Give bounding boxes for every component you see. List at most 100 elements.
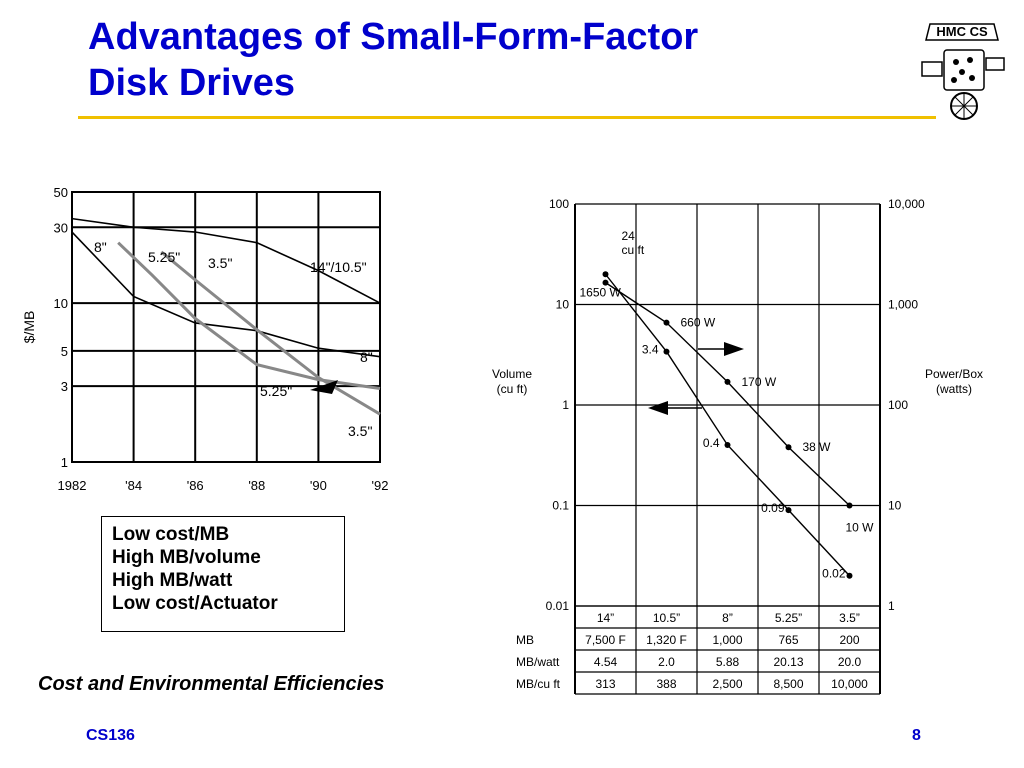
logo-text: HMC CS [936,24,988,39]
category-label: 8” [722,611,733,625]
volume-label: cu ft [622,243,645,257]
table-row-label: MB/cu ft [516,677,561,691]
series-annotation: 5.25" [260,383,292,399]
series-annotation: 3.5" [208,255,232,271]
power-label: 660 W [681,316,716,330]
power-label: 10 W [846,521,875,535]
cost-per-mb-chart: 1982 '84 '86 '88 '90 '92 50 30 10 5 3 1 $/MB 8" 5.25" 3… [21,185,389,493]
title-line-1: Advantages of Small-Form-Factor [88,16,699,58]
efficiency-chart: 100 10,000 10 1,000 1 100 0.1 10 0.01 1 Volume(cu … [492,197,983,695]
y-tick-label: 10 [54,296,68,311]
power-point [602,279,609,286]
y-left-tick-label: 0.01 [546,599,570,613]
power-point [785,444,792,451]
x-tick-label: '86 [187,478,204,493]
slide-title: Advantages of Small-Form-Factor Disk Dri… [88,14,868,106]
series-annotation: 3.5" [348,423,372,439]
power-label: 1650 W [580,286,622,300]
y-left-tick-label: 100 [549,197,569,211]
y-left-tick-label: 0.1 [552,499,569,513]
series-line [160,250,381,416]
title-underline [78,116,936,119]
category-label: 10.5” [653,611,680,625]
volume-label: 3.4 [642,343,659,357]
volume-label: 0.09 [761,501,785,515]
y-right-tick-label: 10,000 [888,197,925,211]
y-tick-label: 5 [61,344,68,359]
table-row-label: MB/watt [516,655,560,669]
category-label: 14” [597,611,614,625]
annotation-arrow [310,380,338,394]
benefit-item: Low cost/Actuator [112,593,278,614]
y-right-axis-label: (watts) [936,382,972,396]
series-line [71,231,381,358]
x-tick-label: '90 [310,478,327,493]
x-tick-label: '84 [125,478,142,493]
table-cell: 313 [595,677,615,691]
y-tick-label: 3 [61,379,68,394]
table-cell: 5.88 [716,655,740,669]
benefit-item: High MB/volume [112,547,261,568]
y-tick-label: 50 [54,185,68,200]
power-point [724,378,731,385]
volume-label: 0.02 [822,567,846,581]
category-label: 5.25” [775,611,802,625]
caption: Cost and Environmental Efficiencies [38,673,385,695]
title-line-2: Disk Drives [88,62,296,104]
left-axis-arrow-head [648,401,668,415]
y-right-axis-label: Power/Box [925,367,983,381]
table-row-label: MB [516,633,534,647]
volume-point [724,441,731,448]
benefit-item: Low cost/MB [112,524,230,545]
series-line [71,217,381,304]
power-line [605,282,850,507]
category-label: 3.5” [839,611,860,625]
table-cell: 20.0 [838,655,862,669]
table-cell: 765 [778,633,798,647]
table-cell: 2.0 [658,655,675,669]
table-cell: 2,500 [712,677,742,691]
benefit-item: High MB/watt [112,570,233,591]
volume-line [604,273,851,577]
table-cell: 10,000 [831,677,868,691]
table-cell: 7,500 F [585,633,626,647]
course-label: CS136 [86,727,135,744]
table-cell: 388 [656,677,676,691]
power-label: 38 W [803,440,832,454]
hmc-cs-logo: HMC CS [921,23,1005,120]
y-right-tick-label: 10 [888,499,902,513]
y-right-tick-label: 100 [888,398,908,412]
benefits-box: Low cost/MB High MB/volume High MB/watt … [101,516,345,632]
power-point [663,319,670,326]
series-line [117,241,381,391]
series-annotation: 14"/10.5" [310,259,367,275]
volume-point [785,507,792,514]
volume-point [663,348,670,355]
volume-point [846,572,853,579]
page-number: 8 [912,727,921,744]
y-tick-label: 30 [54,220,68,235]
series-annotation: 8" [360,349,373,365]
x-tick-label: 1982 [58,478,87,493]
x-tick-label: '88 [248,478,265,493]
table-cell: 8,500 [773,677,803,691]
volume-label: 24 [622,229,636,243]
table-cell: 1,320 F [646,633,687,647]
series-annotation: 5.25" [148,249,180,265]
series-annotation: 8" [94,239,107,255]
table-cell: 20.13 [773,655,803,669]
y-tick-label: 1 [61,455,68,470]
power-label: 170 W [742,375,777,389]
y-left-tick-label: 1 [562,398,569,412]
y-right-tick-label: 1 [888,599,895,613]
volume-point [602,271,609,278]
x-tick-label: '92 [372,478,389,493]
table-cell: 1,000 [712,633,742,647]
table-cell: 200 [839,633,859,647]
y-right-tick-label: 1,000 [888,298,918,312]
y-left-tick-label: 10 [556,298,570,312]
y-left-axis-label: Volume [492,367,532,381]
y-axis-label: $/MB [21,311,37,344]
table-cell: 4.54 [594,655,618,669]
y-left-axis-label: (cu ft) [497,382,528,396]
